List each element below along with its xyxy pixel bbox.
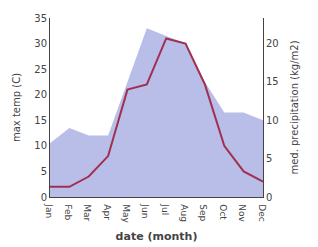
svg-text:med. precipitation (kg/m2): med. precipitation (kg/m2) [289, 40, 300, 174]
svg-text:30: 30 [34, 38, 47, 49]
svg-text:20: 20 [266, 38, 279, 49]
svg-text:5: 5 [266, 153, 272, 164]
svg-text:35: 35 [34, 13, 47, 24]
svg-text:Jan: Jan [44, 203, 54, 218]
svg-text:5: 5 [41, 166, 47, 177]
svg-text:Jul: Jul [160, 203, 170, 215]
svg-text:20: 20 [34, 89, 47, 100]
svg-text:10: 10 [266, 115, 279, 126]
svg-text:Oct: Oct [218, 204, 228, 220]
svg-text:Nov: Nov [237, 204, 247, 222]
svg-text:Apr: Apr [102, 204, 112, 220]
svg-text:May: May [121, 204, 131, 223]
svg-text:Jun: Jun [140, 203, 150, 218]
svg-text:Mar: Mar [82, 204, 92, 221]
svg-text:Sep: Sep [198, 204, 208, 221]
svg-text:0: 0 [41, 192, 47, 203]
svg-text:0: 0 [266, 192, 272, 203]
svg-text:25: 25 [34, 64, 47, 75]
svg-text:max temp (C): max temp (C) [11, 73, 22, 142]
svg-text:10: 10 [34, 140, 47, 151]
svg-text:15: 15 [266, 76, 279, 87]
svg-text:Feb: Feb [63, 204, 73, 220]
svg-text:Dec: Dec [257, 204, 267, 221]
svg-text:date (month): date (month) [116, 230, 198, 243]
svg-text:15: 15 [34, 115, 47, 126]
svg-text:Aug: Aug [179, 204, 189, 222]
